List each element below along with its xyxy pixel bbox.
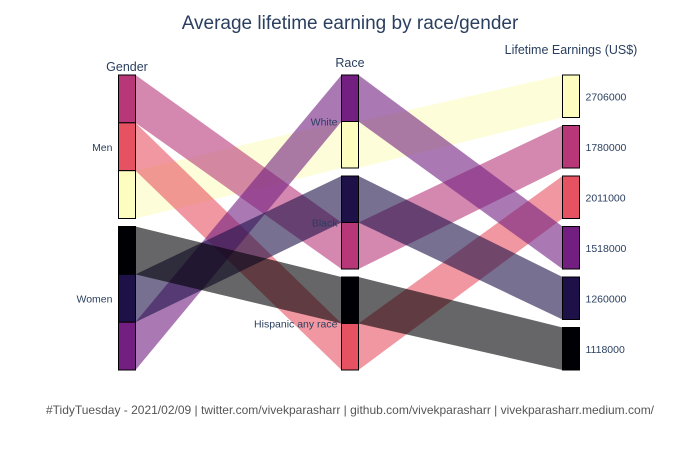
category-bar-earnings-2706000-men-white[interactable] [562,74,580,118]
category-bar-earnings-1518000-women-white[interactable] [562,226,580,270]
category-label-race-hispanic-any-race: Hispanic any race [254,319,338,331]
category-bar-gender-women-women-hispanic-any-race[interactable] [118,226,136,275]
chart-title: Average lifetime earning by race/gender [182,13,519,34]
category-bar-race-black-men-black[interactable] [341,222,359,270]
ribbon-women-hispanic-any-race-gender-race[interactable] [135,226,342,324]
labels-layer: Gender Race Lifetime Earnings (US$) Men Wome… [77,43,638,356]
category-bar-gender-women-women-black[interactable] [118,273,136,323]
category-label-gender-men: Men [92,142,113,154]
category-bar-race-hispanic-any-race-women-hispanic-any-race[interactable] [341,276,359,324]
category-bar-earnings-1118000-women-hispanic-any-race[interactable] [562,327,580,371]
dimension-label-earnings: Lifetime Earnings (US$) [505,43,638,57]
category-label-race-white: White [311,117,338,129]
category-bar-race-hispanic-any-race-men-hispanic-any-race[interactable] [341,323,359,371]
dimension-label-race: Race [335,56,364,70]
category-bar-gender-men-men-hispanic-any-race[interactable] [118,122,136,172]
category-label-earnings-1260000: 1260000 [586,293,627,305]
chart-footer: #TidyTuesday - 2021/02/09 | twitter.com/… [46,403,655,417]
ribbon-women-black-race-earnings[interactable] [358,176,563,320]
category-bars-layer [118,74,580,371]
category-label-race-black: Black [312,218,338,230]
category-label-earnings-2011000: 2011000 [586,192,626,204]
category-bar-gender-men-men-white[interactable] [118,170,136,220]
dimension-label-gender: Gender [106,60,148,74]
category-label-earnings-2706000: 2706000 [586,91,627,103]
category-label-earnings-1780000: 1780000 [586,142,627,154]
category-bar-gender-men-men-black[interactable] [118,74,136,124]
category-bar-race-white-men-white[interactable] [341,121,359,169]
category-bar-race-white-women-white[interactable] [341,74,359,122]
ribbon-women-hispanic-any-race-race-earnings[interactable] [358,277,563,370]
category-bar-gender-women-women-white[interactable] [118,321,136,371]
category-label-earnings-1518000: 1518000 [586,243,627,255]
ribbons-layer [135,75,563,370]
category-label-earnings-1118000: 1118000 [586,344,625,356]
ribbon-women-white-race-earnings[interactable] [358,75,563,269]
category-bar-race-black-women-black[interactable] [341,175,359,223]
category-label-gender-women: Women [77,293,113,305]
category-bar-earnings-2011000-men-hispanic-any-race[interactable] [562,175,580,219]
category-bar-earnings-1780000-men-black[interactable] [562,125,580,169]
category-bar-earnings-1260000-women-black[interactable] [562,276,580,320]
